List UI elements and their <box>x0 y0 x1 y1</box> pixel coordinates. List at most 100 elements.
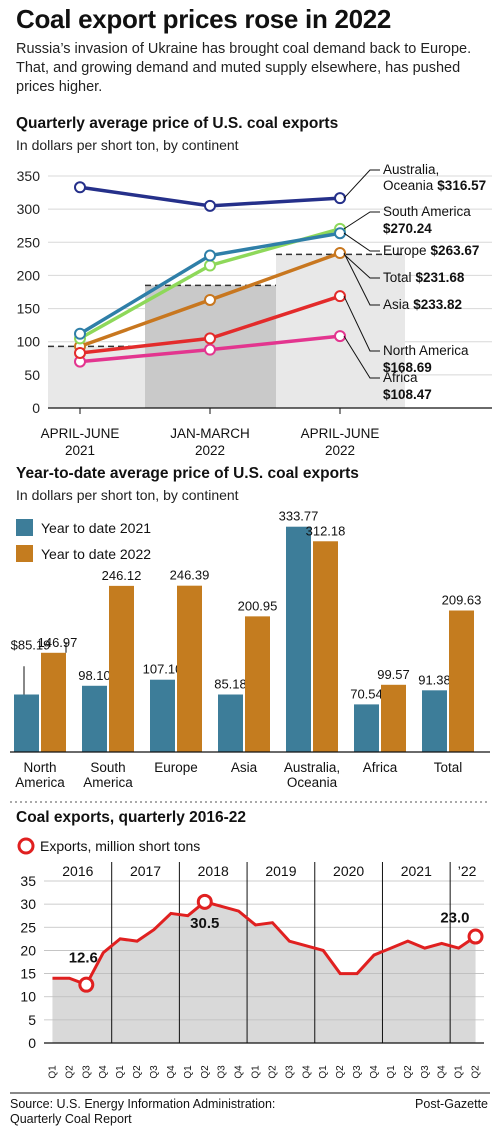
legend-label: Exports, million short tons <box>40 838 200 854</box>
bar-value-label: 246.39 <box>170 568 210 583</box>
leader-line <box>343 252 380 306</box>
bar-2022 <box>177 585 202 752</box>
bar-value-label: 99.57 <box>377 667 410 682</box>
bar-category-label: Asia <box>231 760 258 775</box>
bar-value-label: 146.97 <box>38 635 78 650</box>
quarter-label: Q4 <box>234 1065 245 1079</box>
bar-value-label: 85.18 <box>214 677 247 692</box>
y-tick-label: 10 <box>20 989 36 1005</box>
series-point-europe <box>204 249 216 262</box>
y-tick-label: 25 <box>20 919 36 935</box>
series-value-label: $316.57 <box>437 178 486 193</box>
legend-swatch-2022 <box>16 545 33 562</box>
series-label-south_america: South America <box>383 204 471 219</box>
series-label-asia: Asia $233.82 <box>383 297 462 312</box>
bar-value-label: 98.10 <box>78 668 111 683</box>
area-fill <box>52 901 476 1043</box>
series-label-africa: Africa <box>383 370 418 385</box>
quarter-label: Q4 <box>437 1065 448 1079</box>
bar-2022 <box>313 541 338 752</box>
quarterly-chart-subtitle: In dollars per short ton, by continent <box>16 137 239 153</box>
bar-value-label: 70.54 <box>350 686 383 701</box>
series-point-asia <box>204 332 216 345</box>
bar-value-label: 312.18 <box>306 523 346 538</box>
bar-2021 <box>218 694 243 752</box>
quarter-label: Q1 <box>318 1065 329 1079</box>
bar-value-label: 91.38 <box>418 672 451 687</box>
year-label: 2016 <box>62 863 93 879</box>
series-value-label: $108.47 <box>383 387 432 402</box>
quarter-label: Q1 <box>183 1065 194 1079</box>
series-point-total <box>204 293 216 306</box>
year-label: 2020 <box>333 863 364 879</box>
x-tick-label: APRIL-JUNE <box>41 426 120 441</box>
annotated-point <box>78 976 95 993</box>
exports-chart-title: Coal exports, quarterly 2016-22 <box>16 809 247 826</box>
leader-line <box>343 169 380 199</box>
bar-category-label: Australia, <box>284 760 340 775</box>
quarter-label: Q1 <box>251 1065 262 1079</box>
bar-category-label: America <box>83 775 133 790</box>
y-tick-label: 0 <box>28 1035 36 1051</box>
quarter-label: Q2 <box>335 1065 346 1079</box>
series-point-europe <box>334 227 346 240</box>
bar-2022 <box>381 684 406 752</box>
quarter-label: Q1 <box>115 1065 126 1079</box>
y-tick-label: 200 <box>17 267 41 283</box>
series-point-europe <box>74 327 86 340</box>
quarter-label: Q3 <box>81 1065 92 1079</box>
quarter-label: Q3 <box>284 1065 295 1079</box>
annotated-point <box>467 928 484 945</box>
y-tick-label: 0 <box>32 400 40 416</box>
leader-line <box>343 335 380 379</box>
bar-2022 <box>245 616 270 752</box>
ytd-chart-subtitle: In dollars per short ton, by continent <box>16 487 239 503</box>
leader-line <box>343 254 380 279</box>
bar-category-label: South <box>90 760 125 775</box>
bar-2021 <box>422 690 447 752</box>
bar-category-label: Africa <box>363 760 398 775</box>
x-tick-label: 2021 <box>65 443 95 458</box>
ytd-chart-title: Year-to-date average price of U.S. coal … <box>16 465 359 482</box>
quarter-label: Q2 <box>403 1065 414 1079</box>
series-label-australia: Australia, <box>383 162 439 177</box>
bar-category-label: Oceania <box>287 775 338 790</box>
legend-label-2022: Year to date 2022 <box>41 546 151 562</box>
quarter-label: Q4 <box>369 1065 380 1079</box>
intro-text: Russia’s invasion of Ukraine has brought… <box>16 41 472 95</box>
bar-value-label: 333.77 <box>279 509 319 524</box>
series-point-australia <box>334 192 346 205</box>
year-label: 2021 <box>401 863 432 879</box>
section-divider <box>10 801 490 803</box>
series-point-total <box>334 247 346 260</box>
quarter-label: Q2 <box>132 1065 143 1079</box>
series-point-asia <box>74 346 86 359</box>
legend-label-2021: Year to date 2021 <box>41 520 151 536</box>
series-value-label: $233.82 <box>413 297 462 312</box>
point-value-label: 30.5 <box>190 915 219 932</box>
quarter-label: Q2 <box>471 1065 482 1079</box>
quarter-label: Q1 <box>386 1065 397 1079</box>
bar-category-label: Total <box>434 760 463 775</box>
exports-line <box>52 900 477 987</box>
ytd-price-chart: Year to date 2021 Year to date 2022 $85.19… <box>10 509 490 790</box>
bar-2021 <box>286 526 311 752</box>
series-label-north_america: North America <box>383 343 469 358</box>
exports-area-chart: Exports, million short tons 2016 2017 2018 2… <box>17 837 484 1079</box>
series-value-label: $263.67 <box>431 243 480 258</box>
series-label-europe: Europe $263.67 <box>383 243 479 258</box>
year-label: 2017 <box>130 863 161 879</box>
quarter-label: Q2 <box>64 1065 75 1079</box>
series-value-label: $168.69 <box>383 360 432 375</box>
source-credit: Source: U.S. Energy Information Administ… <box>10 1097 276 1126</box>
point-value-label: 12.6 <box>69 950 98 967</box>
quarter-label: Q3 <box>149 1065 160 1079</box>
bar-category-label: Europe <box>154 760 198 775</box>
bar-2022 <box>41 652 66 752</box>
series-point-asia <box>334 290 346 303</box>
quarter-label: Q1 <box>454 1065 465 1079</box>
legend-swatch-2021 <box>16 519 33 536</box>
series-value-label: $270.24 <box>383 221 432 236</box>
series-label-total: Total $231.68 <box>383 270 465 285</box>
publisher-credit: Post-Gazette <box>415 1097 488 1111</box>
